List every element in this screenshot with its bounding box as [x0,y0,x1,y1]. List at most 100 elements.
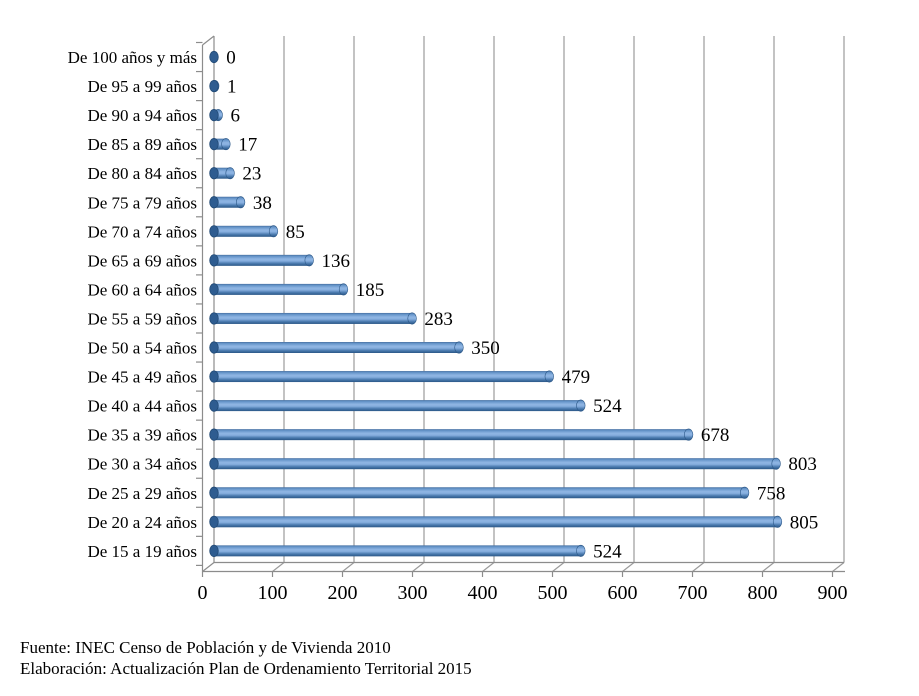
category-label: De 65 a 69 años [87,251,197,270]
bar-value-label: 85 [286,222,305,243]
category-label: De 30 a 34 años [87,455,197,474]
bar [214,225,274,237]
bar-start-cap [209,312,219,325]
bar-value-label: 805 [790,512,819,533]
category-label: De 95 a 99 años [87,77,197,96]
floor-gridline-connector [482,562,495,572]
bar-start-cap [209,370,219,383]
floor-gridline-connector [202,562,215,572]
bar-value-label: 678 [701,425,730,446]
bar-start-cap [209,428,219,441]
bar [214,371,550,383]
bar-start-cap [209,544,219,557]
category-label: De 50 a 54 años [87,339,197,358]
bar [214,196,241,208]
category-label: De 100 años y más [68,48,197,67]
category-label: De 85 a 89 años [87,135,197,154]
bar-value-label: 350 [471,338,500,359]
bar-start-cap [209,341,219,354]
bar-value-label: 17 [238,135,257,156]
bar [214,400,581,412]
wall-top-edge [202,35,215,46]
bar-start-cap [209,50,219,64]
bar-value-label: 0 [226,48,236,69]
floor-gridline-connector [762,562,775,572]
category-label: De 75 a 79 años [87,193,197,212]
bar-start-cap [209,196,219,209]
bar [214,138,226,150]
bar [214,342,459,353]
bar-value-label: 1 [227,77,237,98]
bar-value-label: 136 [322,251,351,272]
bar-start-cap [209,399,219,412]
bar-end-cap [407,312,417,325]
floor-gridline-connector [832,562,845,572]
bar-start-cap [209,225,219,238]
floor-gridline-connector [272,562,285,572]
bar-end-cap [304,254,314,267]
bar-start-cap [209,79,219,93]
category-label: De 20 a 24 años [87,513,197,532]
bar-end-cap [772,515,783,528]
bar-end-cap [683,428,694,441]
category-label: De 45 a 49 años [87,368,197,387]
bar [214,254,310,266]
bar-start-cap [209,486,219,499]
bar-start-cap [209,167,219,180]
bar-value-label: 479 [562,367,591,388]
category-label: De 80 a 84 años [87,164,197,183]
bar-start-cap [209,283,219,296]
bar-end-cap [236,196,246,209]
bar-end-cap [221,138,231,151]
bar [214,429,689,441]
bar-value-label: 38 [253,193,272,214]
bar-start-cap [209,109,219,122]
bar [214,167,231,179]
x-axis-tick-label: 500 [538,582,568,604]
bar [214,312,413,324]
bar-value-label: 803 [788,454,817,475]
x-axis-tick-label: 100 [258,582,288,604]
category-label: De 15 a 19 años [87,542,197,561]
x-axis-tick-label: 400 [468,582,498,604]
bar-value-label: 524 [593,541,622,562]
category-label: De 40 a 44 años [87,397,197,416]
bar-end-cap [268,225,279,238]
bar-end-cap [739,486,750,499]
source-note: Fuente: INEC Censo de Población y de Viv… [20,638,472,679]
category-label: De 70 a 74 años [87,222,197,241]
bar [214,516,778,528]
x-axis-tick-label: 300 [398,582,428,604]
category-label: De 90 a 94 años [87,106,197,125]
bar-value-label: 23 [242,164,261,185]
bar-end-cap [454,341,464,354]
bar-start-cap [209,138,219,151]
elaboration-line: Elaboración: Actualización Plan de Orden… [20,658,472,678]
source-line: Fuente: INEC Censo de Población y de Viv… [20,638,391,657]
floor-gridline-connector [342,562,355,572]
floor-gridline-connector [552,562,565,572]
floor-gridline-connector [412,562,425,572]
x-axis-tick-label: 700 [678,582,708,604]
population-age-bar-chart: 0 100 200 300 400 500 600 700 800 900 De 100 años … [68,35,848,604]
bar-end-cap [225,167,235,180]
bar [214,283,344,295]
bar-value-label: 6 [231,106,241,127]
x-axis-tick-label: 0 [198,582,208,604]
bar-value-label: 283 [424,309,453,330]
x-axis-tick-label: 200 [328,582,358,604]
floor-gridline-connector [622,562,635,572]
x-axis-tick-label: 800 [748,582,778,604]
bar [214,487,745,499]
category-label: De 25 a 29 años [87,484,197,503]
bar-start-cap [209,254,219,267]
category-label: De 60 a 64 años [87,280,197,299]
bar-start-cap [209,457,219,470]
bar [214,458,777,470]
bar-end-cap [338,283,349,296]
category-label: De 55 a 59 años [87,309,197,328]
bar-end-cap [576,544,586,557]
x-axis-tick-label: 600 [608,582,638,604]
bar-value-label: 758 [757,483,786,504]
